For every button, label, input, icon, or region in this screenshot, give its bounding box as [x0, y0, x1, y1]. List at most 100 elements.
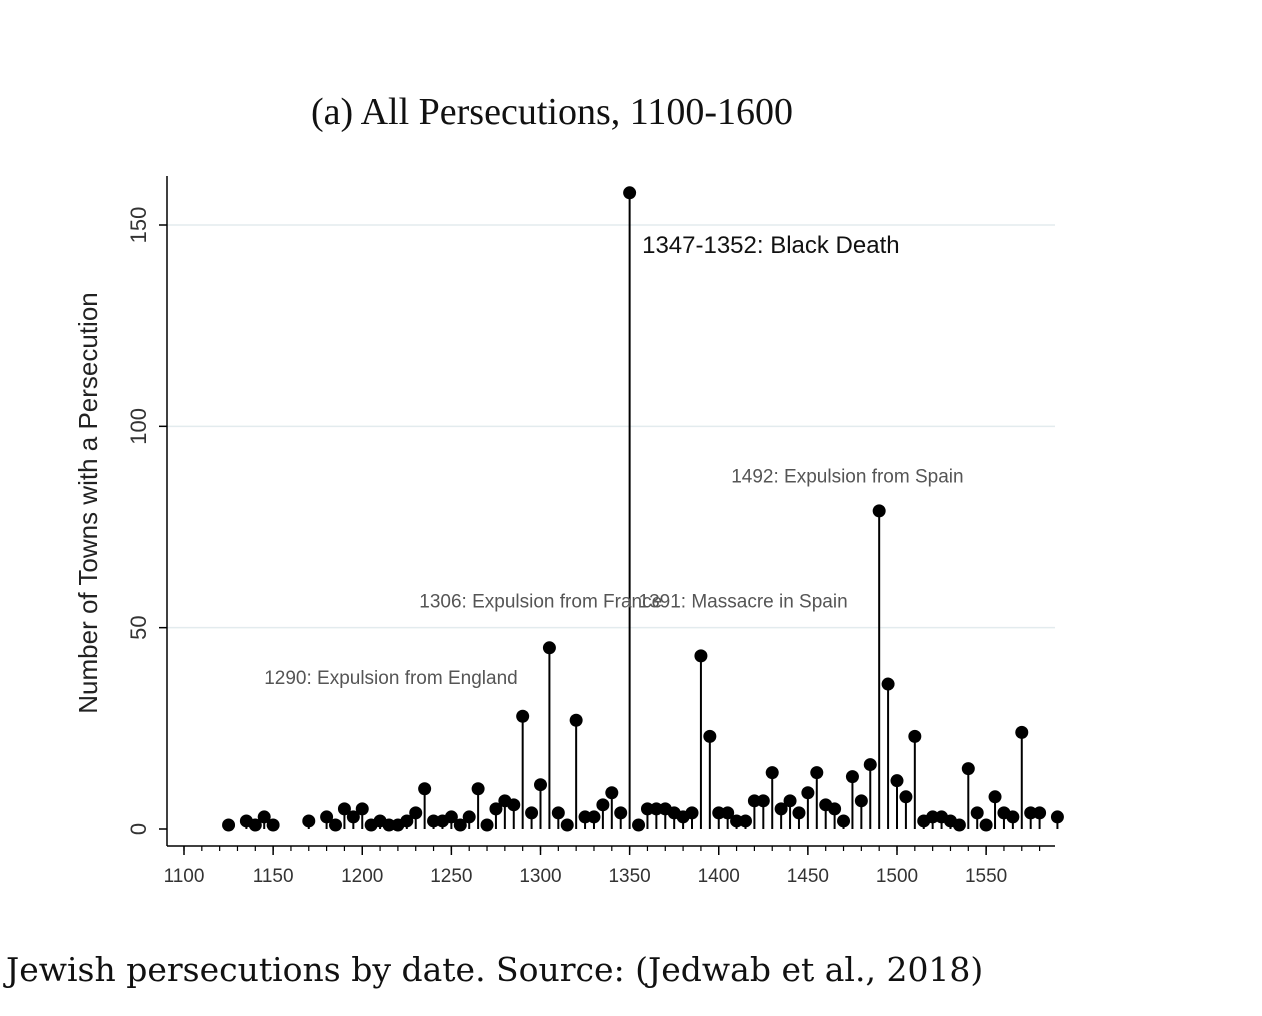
- data-point-1430: [765, 766, 779, 780]
- x-tick-label-1250: 1250: [430, 866, 472, 887]
- data-point-1230: [409, 806, 423, 820]
- data-point-1260: [462, 810, 476, 824]
- data-point-1145: [257, 810, 271, 824]
- data-point-1400: [712, 806, 726, 820]
- data-point-1395: [703, 729, 717, 743]
- data-point-1565: [1006, 810, 1020, 824]
- data-point-1190: [337, 802, 351, 816]
- x-tick-label-1200: 1200: [341, 866, 383, 887]
- annotation-4: 1290: Expulsion from England: [264, 668, 518, 689]
- data-point-1200: [355, 802, 369, 816]
- data-point-1445: [792, 806, 806, 820]
- y-tick-label-100: 100: [126, 408, 151, 445]
- data-point-1265: [471, 782, 485, 796]
- data-point-1295: [525, 806, 539, 820]
- axes: 0 50 100 150 1100 1150 1200 1250 1300 1350 1400 145…: [126, 176, 1055, 887]
- data-point-1225: [400, 814, 414, 828]
- data-point-1520: [926, 810, 940, 824]
- figure-caption: Jewish persecutions by date. Source: (Je…: [6, 950, 984, 989]
- data-point-1545: [970, 806, 984, 820]
- data-point-1305: [542, 641, 556, 655]
- data-point-1270: [480, 818, 494, 832]
- data-point-1290: [516, 709, 530, 723]
- data-point-1510: [908, 729, 922, 743]
- data-point-1475: [845, 770, 859, 784]
- data-point-1390: [694, 649, 708, 663]
- data-point-1540: [961, 762, 975, 776]
- data-point-1365: [649, 802, 663, 816]
- x-tick-label-1350: 1350: [608, 866, 650, 887]
- data-point-1450: [801, 786, 815, 800]
- data-point-1240: [427, 814, 441, 828]
- data-point-1285: [507, 798, 521, 812]
- y-tick-label-0: 0: [126, 823, 151, 835]
- data-point-1180: [320, 810, 334, 824]
- data-point-1185: [329, 818, 343, 832]
- data-point-1340: [605, 786, 619, 800]
- persecutions-chart: (a) All Persecutions, 1100-1600 Number o…: [73, 91, 1064, 887]
- data-point-1325: [578, 810, 592, 824]
- data-point-1500: [890, 774, 904, 788]
- data-point-1550: [979, 818, 993, 832]
- data-point-1465: [828, 802, 842, 816]
- data-point-1405: [721, 806, 735, 820]
- data-point-1195: [346, 810, 360, 824]
- data-point-1570: [1015, 725, 1029, 739]
- annotation-2: 1306: Expulsion from France: [419, 592, 662, 613]
- data-point-1170: [302, 814, 316, 828]
- y-tick-label-150: 150: [126, 207, 151, 244]
- data-point-1590: [1050, 810, 1064, 824]
- data-point-1440: [783, 794, 797, 808]
- data-point-1495: [881, 677, 895, 691]
- data-points: [222, 186, 1064, 832]
- data-point-1535: [952, 818, 966, 832]
- data-point-1350: [623, 186, 637, 200]
- data-point-1470: [837, 814, 851, 828]
- data-point-1250: [444, 810, 458, 824]
- data-point-1345: [614, 806, 628, 820]
- data-point-1580: [1033, 806, 1047, 820]
- data-point-1410: [730, 814, 744, 828]
- x-tick-label-1400: 1400: [698, 866, 740, 887]
- annotation-1: 1492: Expulsion from Spain: [731, 467, 963, 488]
- y-axis-label: Number of Towns with a Persecution: [73, 292, 103, 714]
- x-tick-label-1150: 1150: [253, 866, 294, 887]
- chart-title: (a) All Persecutions, 1100-1600: [311, 91, 793, 133]
- data-point-1125: [222, 818, 236, 832]
- data-point-1505: [899, 790, 913, 804]
- x-tick-label-1450: 1450: [787, 866, 829, 887]
- data-point-1235: [418, 782, 432, 796]
- x-tick-label-1100: 1100: [164, 866, 205, 887]
- data-point-1555: [988, 790, 1002, 804]
- data-point-1420: [747, 794, 761, 808]
- data-point-1355: [632, 818, 646, 832]
- data-point-1300: [534, 778, 547, 792]
- gridlines: [167, 224, 1055, 629]
- annotation-3: 1391: Massacre in Spain: [639, 592, 848, 613]
- data-point-1150: [266, 818, 280, 832]
- data-point-1315: [560, 818, 574, 832]
- data-point-1385: [685, 806, 699, 820]
- data-point-1575: [1024, 806, 1038, 820]
- annotations: 1347-1352: Black Death 1492: Expulsion fr…: [264, 232, 963, 689]
- annotation-0: 1347-1352: Black Death: [642, 232, 900, 259]
- data-point-1425: [756, 794, 770, 808]
- x-tick-label-1300: 1300: [519, 866, 561, 887]
- data-point-1140: [248, 818, 262, 832]
- stems: [227, 192, 1059, 829]
- data-point-1255: [453, 818, 467, 832]
- data-point-1310: [551, 806, 565, 820]
- data-point-1480: [854, 794, 868, 808]
- data-point-1330: [587, 810, 601, 824]
- x-tick-label-1500: 1500: [876, 866, 918, 887]
- data-point-1320: [569, 713, 583, 727]
- data-point-1490: [872, 504, 886, 518]
- x-tick-label-1550: 1550: [965, 866, 1007, 887]
- data-point-1485: [863, 758, 877, 772]
- data-point-1360: [640, 802, 654, 816]
- data-point-1275: [489, 802, 503, 816]
- data-point-1455: [810, 766, 824, 780]
- data-point-1335: [596, 798, 610, 812]
- y-tick-label-50: 50: [126, 615, 151, 639]
- data-point-1435: [774, 802, 788, 816]
